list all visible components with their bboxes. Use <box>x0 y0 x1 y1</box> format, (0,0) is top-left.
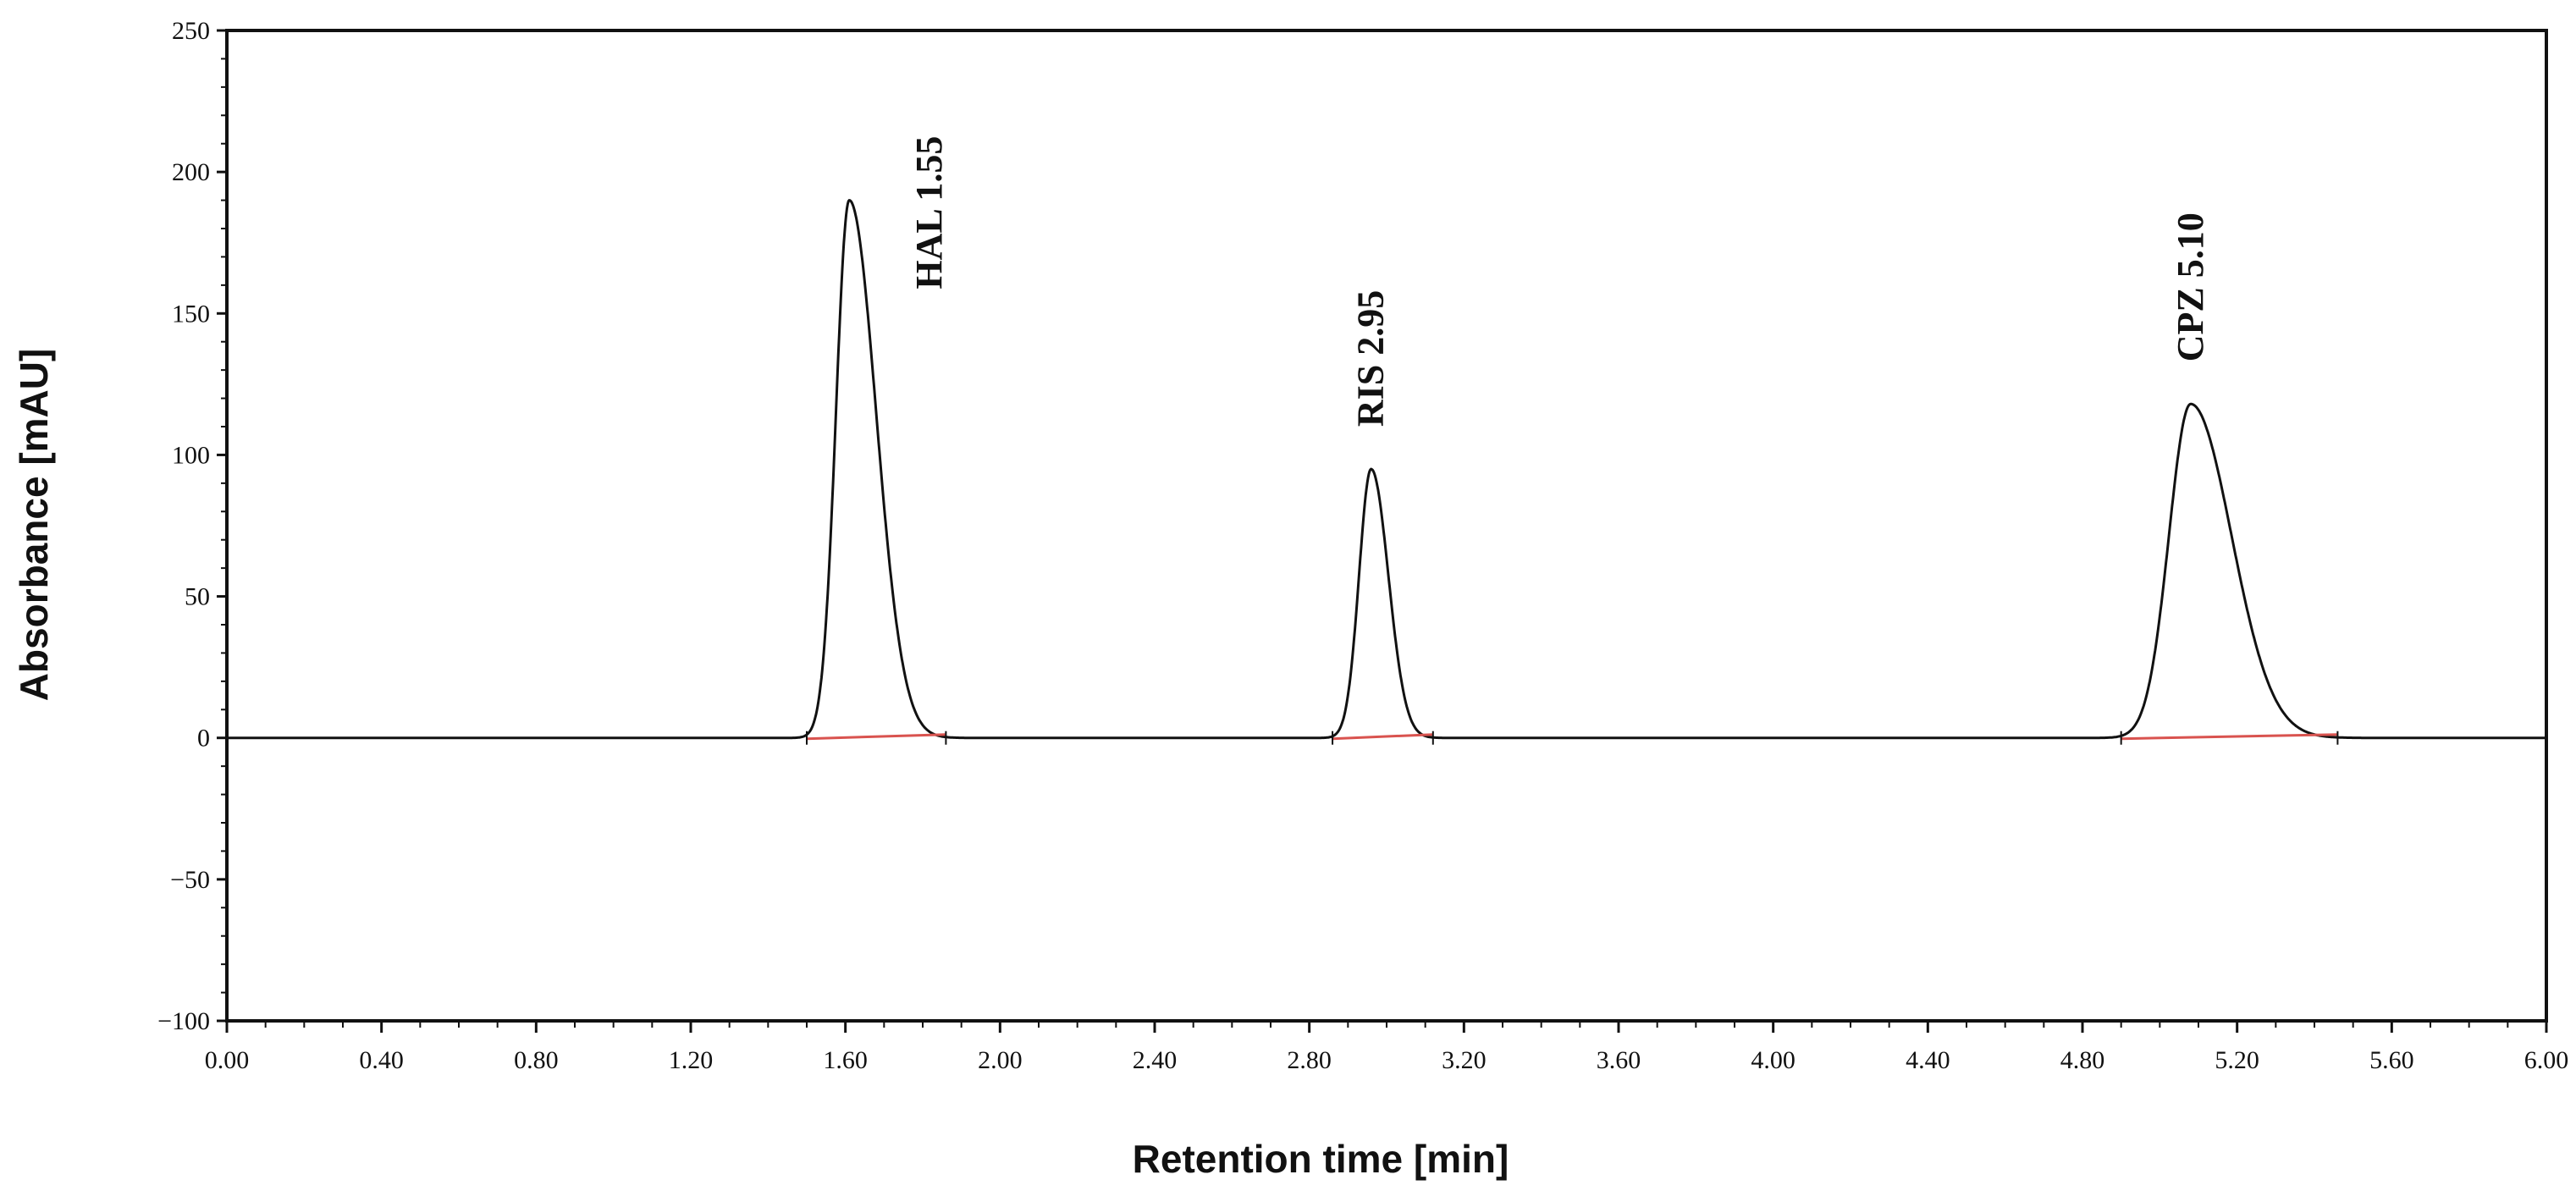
x-tick-label: 4.80 <box>2060 1046 2105 1074</box>
y-tick-label: 100 <box>172 441 210 469</box>
x-tick-label: 3.60 <box>1597 1046 1641 1074</box>
y-tick-label: 250 <box>172 17 210 45</box>
y-tick-label: −50 <box>170 866 210 894</box>
x-axis-title: Retention time [min] <box>1133 1137 1509 1181</box>
y-tick-label: 150 <box>172 300 210 328</box>
peak-baseline <box>806 733 946 741</box>
plot-frame <box>225 29 2548 1023</box>
peak-baseline <box>2121 733 2338 741</box>
x-tick-label: 0.00 <box>205 1046 250 1074</box>
chromatogram-trace <box>227 198 2546 740</box>
x-tick-label: 4.00 <box>1751 1046 1795 1074</box>
x-tick-label: 1.20 <box>669 1046 714 1074</box>
x-tick-label: 0.40 <box>359 1046 404 1074</box>
x-axis-ticks: 0.00 0.40 0.80 1.20 1.60 2.00 2.40 2.80 3.20 3.60… <box>205 1021 2569 1074</box>
y-tick-label: 0 <box>197 725 210 753</box>
y-axis-title: Absorbance [mAU] <box>12 349 56 702</box>
y-tick-label: −100 <box>157 1007 210 1035</box>
y-tick-label: 200 <box>172 158 210 186</box>
x-tick-label: 2.40 <box>1133 1046 1178 1074</box>
x-tick-label: 4.40 <box>1906 1046 1950 1074</box>
peak-label: CPZ 5.10 <box>2170 212 2211 361</box>
trace-layer <box>227 198 2546 745</box>
x-tick-label: 5.20 <box>2215 1046 2259 1074</box>
y-axis-ticks: 250 200 150 100 50 0 −50 −100 <box>157 17 227 1035</box>
x-tick-label: 6.00 <box>2524 1046 2569 1074</box>
x-tick-label: 1.60 <box>823 1046 868 1074</box>
peak-label: HAL 1.55 <box>908 136 950 289</box>
peak-labels: HAL 1.55 RIS 2.95 CPZ 5.10 <box>908 136 2211 427</box>
x-tick-label: 3.20 <box>1442 1046 1487 1074</box>
x-tick-label: 0.80 <box>514 1046 559 1074</box>
x-tick-label: 2.00 <box>978 1046 1023 1074</box>
peak-label: RIS 2.95 <box>1350 290 1392 427</box>
x-tick-label: 2.80 <box>1287 1046 1332 1074</box>
y-tick-label: 50 <box>185 583 210 611</box>
peak-baseline <box>1332 733 1433 741</box>
x-tick-label: 5.60 <box>2369 1046 2414 1074</box>
